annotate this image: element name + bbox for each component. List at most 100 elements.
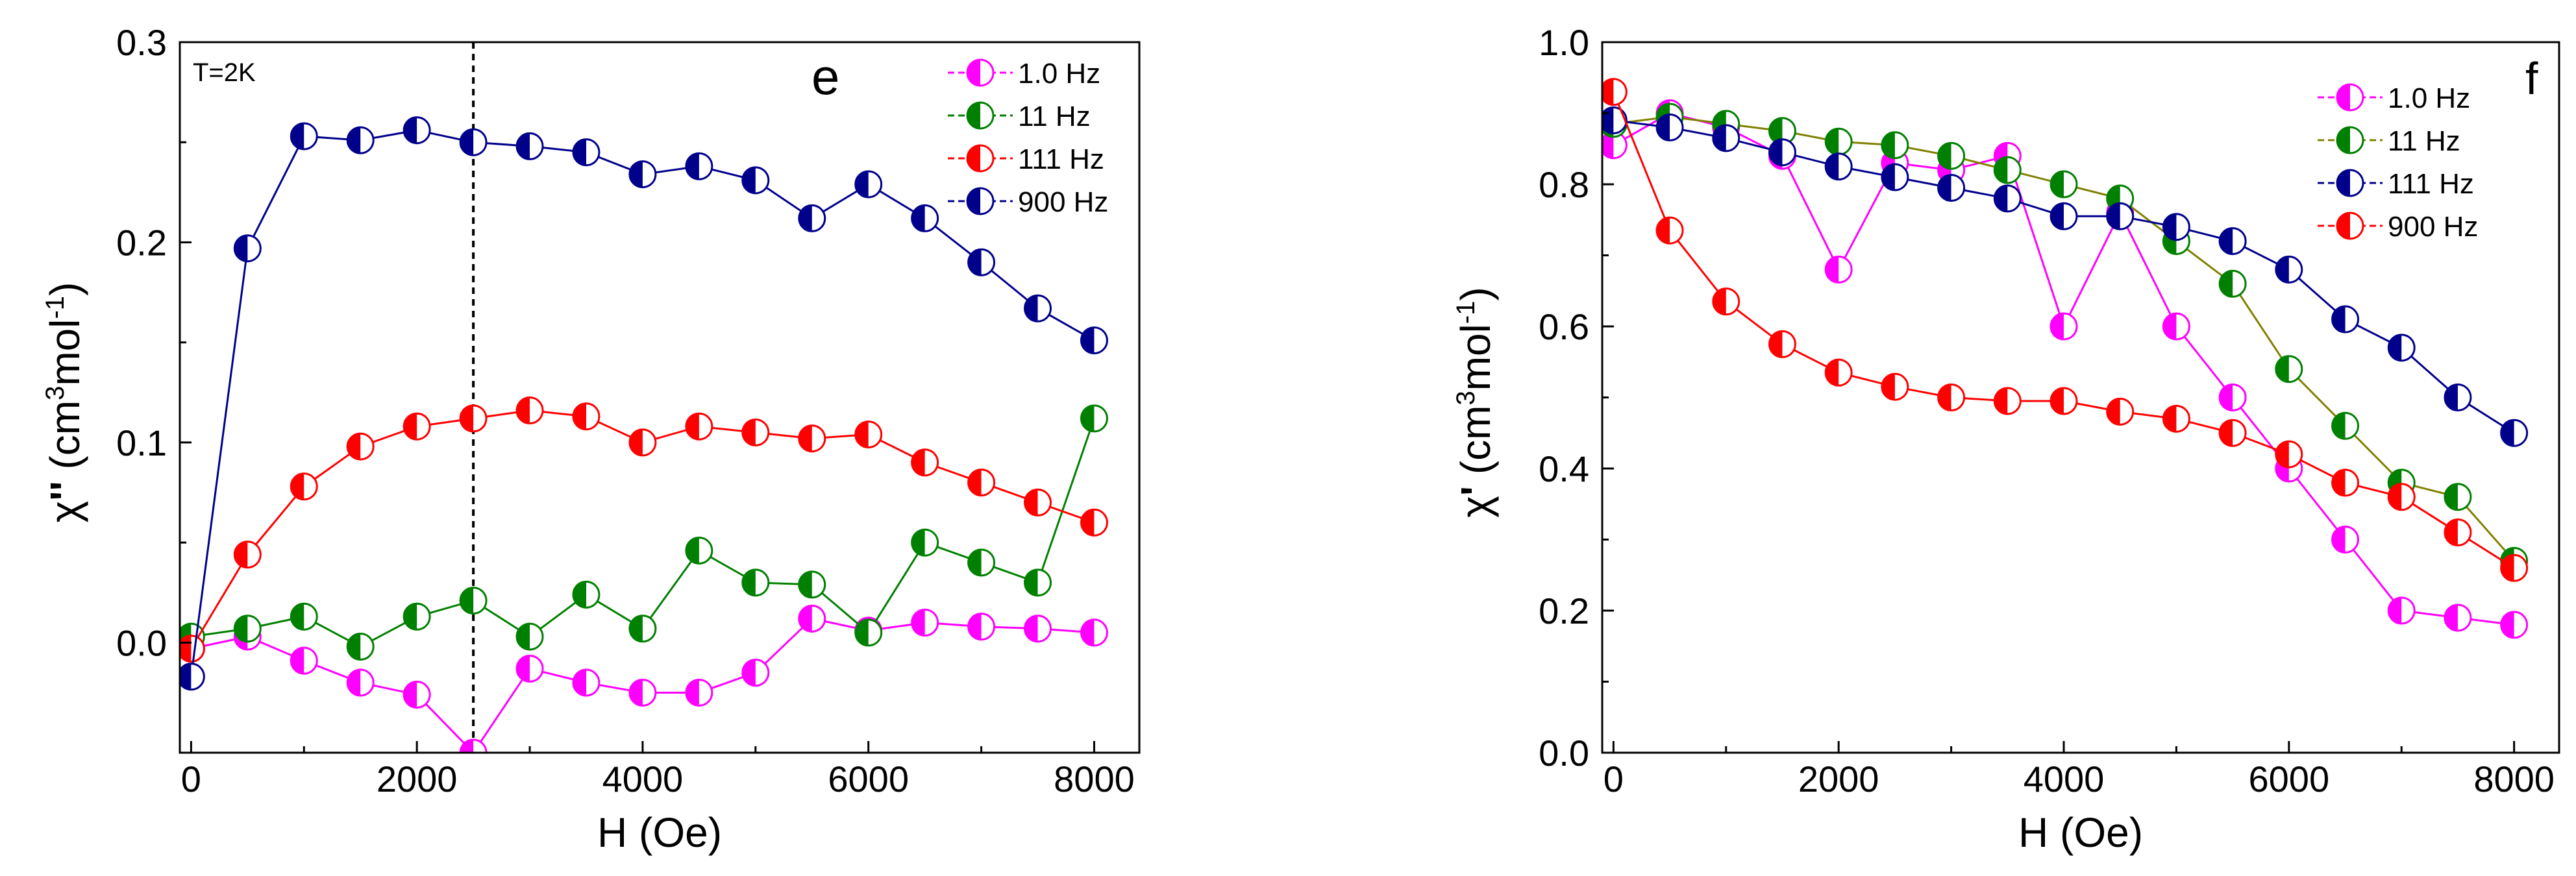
- y-label-base: χ: [1452, 496, 1499, 518]
- x-tick-label: 6000: [828, 759, 909, 799]
- y-axis-label-f: χ' (cm3mol-1): [1452, 287, 1499, 517]
- data-point: [1937, 141, 1966, 170]
- y-tick-label: 0.2: [1539, 590, 1589, 631]
- data-point: [741, 166, 770, 195]
- y-tick-label: 0.1: [116, 422, 167, 463]
- data-point: [1993, 184, 2022, 213]
- y-axis-label-e: χ'' (cm3mol-1): [41, 282, 88, 523]
- data-point: [741, 418, 770, 446]
- data-point: [966, 144, 995, 173]
- data-point: [967, 248, 996, 276]
- legend-entry: 1.0 Hz: [2318, 82, 2470, 114]
- data-point: [515, 654, 544, 683]
- data-point: [1993, 156, 2022, 184]
- legend-entry: 11 Hz: [2318, 125, 2460, 157]
- data-point: [2387, 334, 2416, 362]
- data-point: [459, 587, 488, 615]
- data-point: [515, 132, 544, 160]
- legend-entry: 900 Hz: [2318, 211, 2478, 243]
- data-point: [2444, 483, 2472, 511]
- data-point: [854, 618, 883, 647]
- data-point: [233, 614, 262, 643]
- data-point: [1024, 294, 1052, 322]
- data-point: [685, 678, 713, 707]
- legend-label: 111 Hz: [1018, 143, 1104, 175]
- data-point: [402, 412, 431, 441]
- data-point: [2387, 596, 2416, 625]
- data-point: [2275, 440, 2303, 468]
- data-point: [1080, 404, 1108, 433]
- data-point: [967, 468, 996, 497]
- data-point: [628, 614, 657, 643]
- data-point: [233, 234, 262, 263]
- data-point: [967, 613, 996, 641]
- data-point: [966, 101, 995, 130]
- data-point: [1824, 127, 1853, 156]
- legend-entry: 11 Hz: [948, 101, 1091, 132]
- data-point: [515, 396, 544, 425]
- data-point: [402, 116, 431, 145]
- data-point: [628, 678, 657, 707]
- ticks-f: 0 2000 4000 6000 8000 0.0 0.2 0.4 0.6 0.8 1.0: [1539, 22, 2555, 799]
- data-point: [515, 622, 544, 651]
- data-point: [2162, 404, 2190, 433]
- data-point: [1824, 255, 1853, 284]
- legend-entry: 111 Hz: [2318, 168, 2474, 200]
- data-point: [2444, 518, 2472, 547]
- data-point: [459, 128, 488, 156]
- data-point: [2500, 419, 2529, 447]
- data-point: [346, 668, 375, 697]
- data-point: [2336, 83, 2364, 112]
- data-point: [2106, 202, 2135, 230]
- y-tick-label: 0.6: [1539, 306, 1589, 347]
- data-point: [2218, 227, 2247, 256]
- data-point: [1024, 488, 1052, 517]
- data-point: [1768, 330, 1796, 358]
- legend-label: 1.0 Hz: [2388, 82, 2470, 114]
- data-point: [685, 536, 713, 565]
- chart-panel-f: 0 2000 4000 6000 8000 0.0 0.2 0.4 0.6 0.8 1.0 f H …: [1452, 22, 2560, 856]
- data-point: [911, 448, 939, 477]
- data-point: [1712, 124, 1740, 152]
- temperature-annotation: T=2K: [193, 58, 256, 87]
- y-label-mol: mol: [42, 319, 88, 386]
- data-point: [1881, 163, 1909, 191]
- data-point: [2500, 554, 2529, 582]
- data-point: [966, 187, 995, 215]
- data-point: [2336, 212, 2364, 240]
- data-point: [2275, 355, 2303, 383]
- legend-label: 111 Hz: [2388, 168, 2474, 200]
- data-point: [2218, 269, 2247, 298]
- data-point: [2275, 255, 2303, 284]
- data-point: [1712, 287, 1740, 316]
- data-point: [290, 646, 318, 675]
- panel-label-e: e: [811, 48, 839, 105]
- data-point: [459, 738, 488, 753]
- data-point: [741, 659, 770, 687]
- y-label-primes: '': [42, 481, 88, 500]
- plot-area-e: [180, 42, 1108, 753]
- data-point: [2331, 411, 2360, 440]
- data-point: [180, 663, 205, 691]
- data-point: [290, 472, 318, 501]
- data-point: [2218, 419, 2247, 447]
- data-point: [1993, 387, 2022, 415]
- data-point: [2331, 468, 2360, 497]
- legend-f: 1.0 Hz 11 Hz 111 Hz 900 Hz: [2318, 82, 2478, 243]
- data-point: [572, 402, 601, 431]
- data-point: [911, 528, 939, 557]
- y-tick-label: 0.8: [1539, 164, 1589, 205]
- data-point: [2500, 611, 2529, 639]
- data-point: [346, 126, 375, 154]
- data-point: [798, 570, 826, 599]
- data-point: [798, 424, 826, 453]
- y-tick-label: 0.3: [116, 22, 167, 63]
- y-label-exp1: 3: [1452, 391, 1480, 405]
- ticks-e: 0 2000 4000 6000 8000 0.0 0.1 0.2 0.3: [116, 22, 1135, 799]
- y-label-close: ): [1452, 287, 1499, 300]
- data-point: [2106, 397, 2135, 426]
- legend-label: 900 Hz: [1018, 186, 1108, 218]
- data-point: [911, 609, 939, 637]
